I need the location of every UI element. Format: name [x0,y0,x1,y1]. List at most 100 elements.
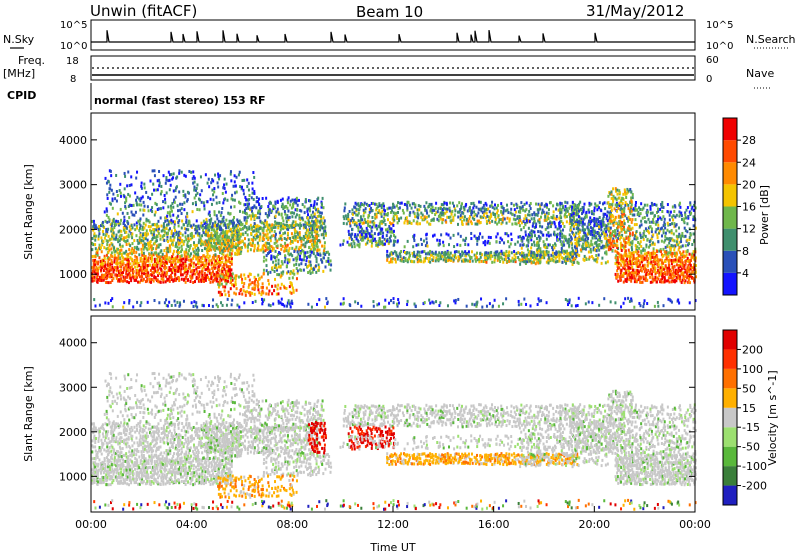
power-cell [686,239,688,242]
power-cell [463,218,465,221]
power-cell [238,292,240,295]
power-cell [647,211,649,214]
power-cell [214,174,216,177]
power-cell [643,238,645,241]
power-cell [436,239,438,242]
power-cell [324,265,326,268]
power-cell [311,251,313,254]
power-cell [424,215,426,218]
power-cell [259,212,261,215]
power-cell [469,209,471,212]
power-cell [598,249,600,252]
power-cell [640,240,642,243]
power-cell [167,211,169,214]
power-cell [308,231,310,234]
power-cell [141,182,143,185]
power-cell [526,202,528,205]
power-cell [291,240,293,243]
power-cell [517,251,519,254]
power-cell [534,234,536,237]
power-cell [284,237,286,240]
power-cell [291,211,293,214]
power-cell [566,207,568,210]
power-cell [443,244,445,247]
power-cell [250,273,252,276]
power-cell [177,255,179,258]
power-cell [546,212,548,215]
power-cell [225,282,227,285]
power-cell [129,195,131,198]
power-cell [127,253,129,256]
power-cell [590,251,592,254]
power-cell [246,226,248,229]
power-cell [135,251,137,254]
power-cell [320,225,322,228]
power-cell [491,204,493,207]
power-cell [211,225,213,228]
power-cell [531,217,533,220]
power-cell [213,239,215,242]
power-cell [112,197,114,200]
power-cell [522,244,524,247]
power-cell [591,255,593,258]
power-cell [280,248,282,251]
power-cell [195,249,197,252]
power-cell [419,205,421,208]
power-cell [571,206,573,209]
power-cell [141,251,143,254]
power-cell [592,237,594,240]
power-cell [309,209,311,212]
power-cell [391,260,393,263]
power-cell [508,254,510,257]
power-cell [384,243,386,246]
power-cell [242,233,244,236]
power-cell [282,225,284,228]
power-cell [418,254,420,257]
power-cell [305,259,307,262]
power-cell [560,220,562,223]
power-cell [484,240,486,243]
power-cell [537,258,539,261]
power-cell [97,261,99,264]
power-cell [206,262,208,265]
power-cell [390,239,392,242]
power-cell [277,292,279,295]
power-cell [565,211,567,214]
power-cell [171,271,173,274]
power-cell [357,202,359,205]
power-cell [313,252,315,255]
power-cell [639,208,641,211]
power-cell [187,278,189,281]
power-cell [235,243,237,246]
power-cell [629,272,631,275]
power-cell [97,238,99,241]
power-cell [221,207,223,210]
power-cell [245,231,247,234]
power-cell [315,264,317,267]
power-cell [483,204,485,207]
power-cell [271,266,273,269]
power-cell [498,214,500,217]
power-cell [120,237,122,240]
power-cell [160,185,162,188]
power-cell [397,211,399,214]
power-cell [581,217,583,220]
power-cell [652,233,654,236]
power-cell [478,208,480,211]
power-cell [605,233,607,236]
power-cell [351,233,353,236]
power-cell [217,274,219,277]
power-cell [139,222,141,225]
power-cell [120,249,122,252]
power-cell [259,239,261,242]
power-cell [274,226,276,229]
power-cell [594,230,596,233]
power-cell [100,260,102,263]
power-cell [679,206,681,209]
power-cell [322,197,324,200]
power-cell [119,256,121,259]
power-cell [667,237,669,240]
power-cell [498,218,500,221]
power-cell [216,214,218,217]
power-cell [657,236,659,239]
